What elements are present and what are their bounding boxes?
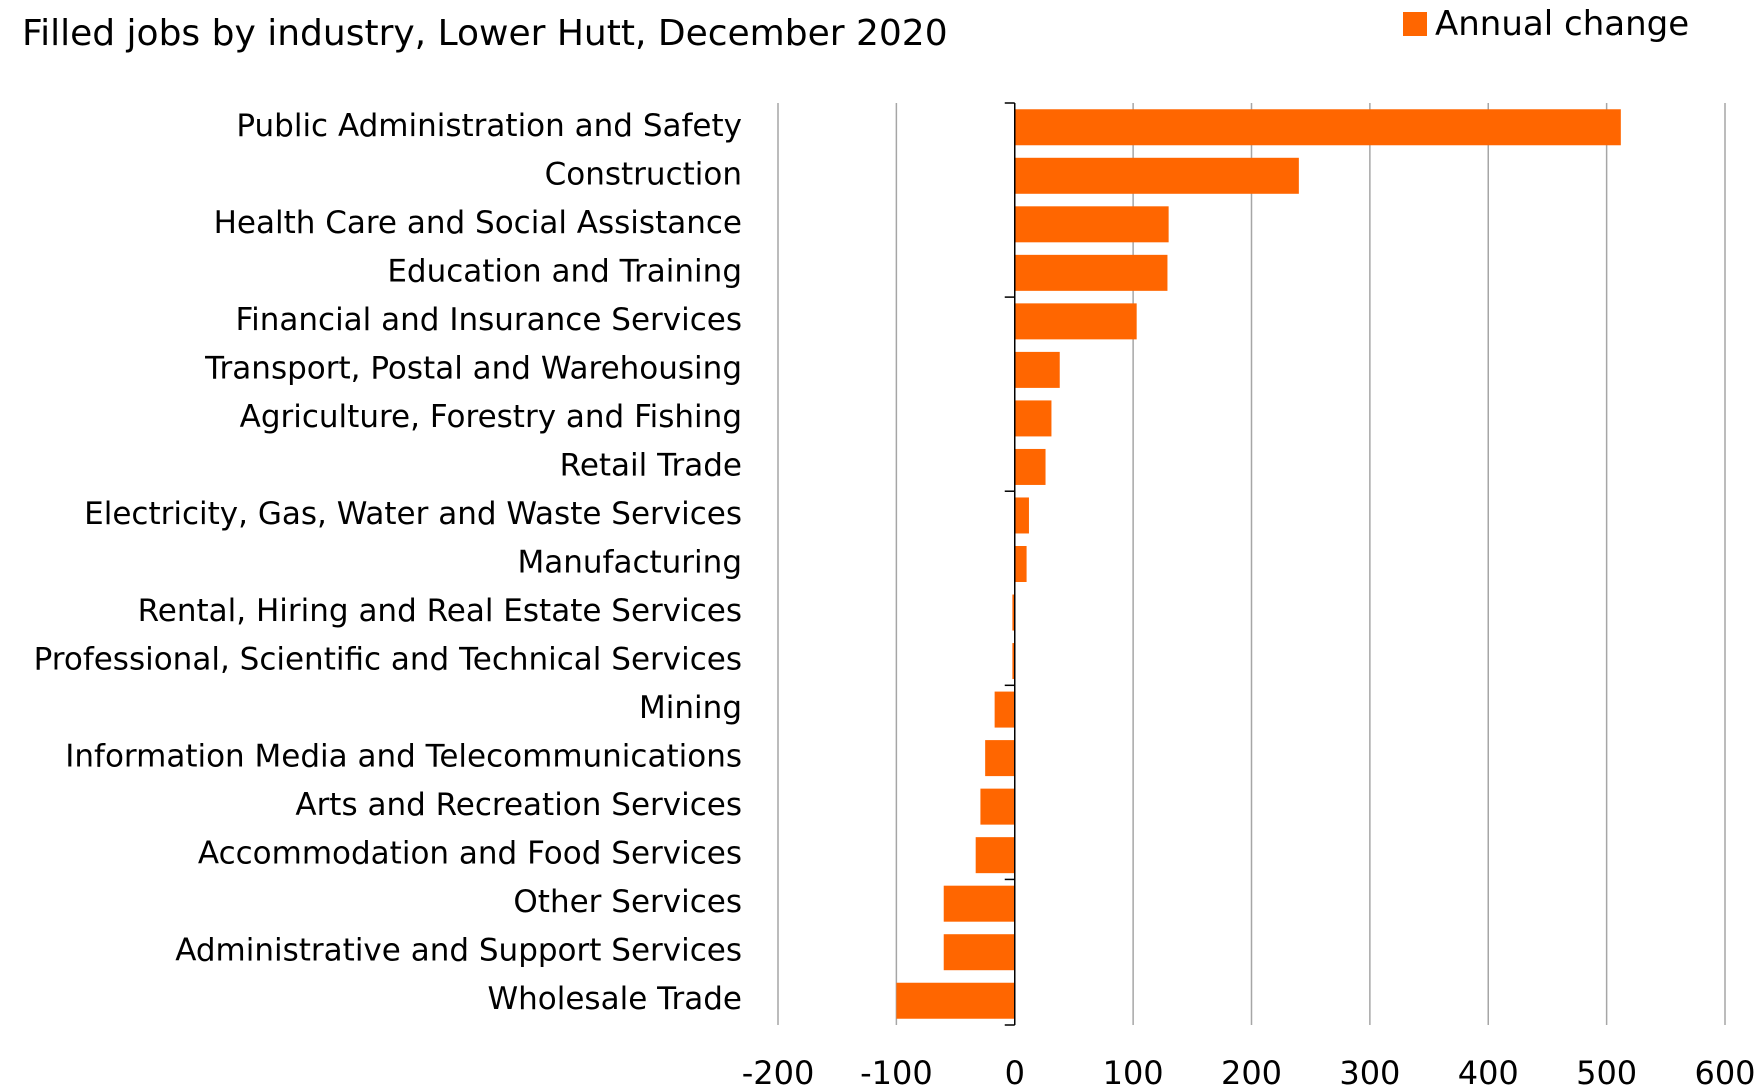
bar bbox=[985, 740, 1015, 777]
category-label: Education and Training bbox=[387, 253, 742, 289]
bar bbox=[1014, 497, 1029, 534]
bar bbox=[943, 934, 1015, 971]
x-tick-label: -200 bbox=[742, 1054, 815, 1092]
category-label: Wholesale Trade bbox=[487, 981, 742, 1017]
legend-label: Annual change bbox=[1435, 4, 1690, 44]
x-tick-label: 0 bbox=[1005, 1054, 1025, 1092]
bar bbox=[1014, 546, 1027, 582]
bar bbox=[1014, 303, 1137, 340]
x-tick-label: 500 bbox=[1576, 1054, 1637, 1092]
category-label: Arts and Recreation Services bbox=[295, 787, 742, 823]
category-label: Information Media and Telecommunications bbox=[65, 739, 742, 775]
category-label: Agriculture, Forestry and Fishing bbox=[240, 399, 742, 435]
x-tick-label: 600 bbox=[1694, 1054, 1755, 1092]
category-label: Professional, Scientific and Technical S… bbox=[34, 642, 742, 678]
bar bbox=[1014, 400, 1052, 437]
bar bbox=[994, 691, 1015, 728]
category-label: Manufacturing bbox=[518, 545, 742, 581]
category-label: Financial and Insurance Services bbox=[236, 302, 742, 338]
bar bbox=[1014, 157, 1299, 194]
x-tick-label: 400 bbox=[1458, 1054, 1519, 1092]
category-label: Transport, Postal and Warehousing bbox=[204, 350, 742, 386]
category-label: Other Services bbox=[513, 884, 742, 920]
chart-legend: Annual change bbox=[1403, 0, 1689, 48]
bar bbox=[1014, 254, 1168, 291]
category-label: Administrative and Support Services bbox=[175, 933, 742, 969]
bar bbox=[896, 982, 1015, 1019]
bar bbox=[1014, 206, 1169, 243]
category-label: Retail Trade bbox=[560, 447, 742, 483]
category-label: Construction bbox=[545, 156, 742, 192]
bar bbox=[1014, 109, 1621, 146]
chart-subtitle: Filled jobs by industry, Lower Hutt, Dec… bbox=[22, 13, 948, 54]
bar bbox=[980, 788, 1015, 825]
category-label: Electricity, Gas, Water and Waste Servic… bbox=[84, 496, 742, 532]
bar bbox=[975, 837, 1015, 874]
category-label: Mining bbox=[639, 690, 742, 726]
bar bbox=[1014, 448, 1046, 485]
x-tick-label: -100 bbox=[860, 1054, 933, 1092]
x-tick-label: 200 bbox=[1221, 1054, 1282, 1092]
bar bbox=[1014, 351, 1060, 388]
bar bbox=[1012, 643, 1015, 680]
category-label: Public Administration and Safety bbox=[236, 108, 742, 144]
x-tick-label: 300 bbox=[1339, 1054, 1400, 1092]
x-tick-label: 100 bbox=[1103, 1054, 1164, 1092]
bar bbox=[943, 885, 1015, 922]
category-label: Health Care and Social Assistance bbox=[214, 205, 742, 241]
legend-swatch bbox=[1403, 12, 1427, 36]
category-label: Accommodation and Food Services bbox=[198, 836, 742, 872]
bar bbox=[1012, 594, 1015, 631]
category-label: Rental, Hiring and Real Estate Services bbox=[138, 593, 742, 629]
